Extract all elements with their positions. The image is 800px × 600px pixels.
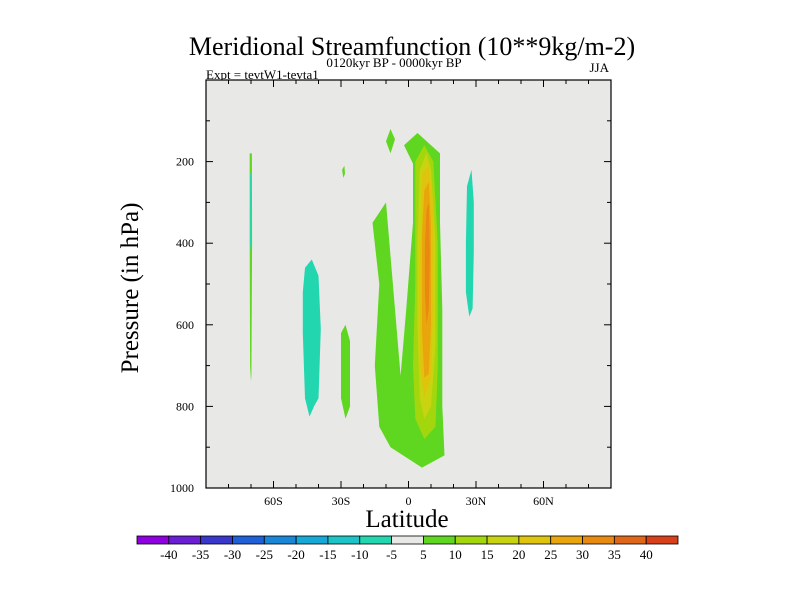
colorbar-swatch <box>168 535 202 545</box>
colorbar-swatch <box>486 535 520 545</box>
colorbar-label: -10 <box>351 547 368 562</box>
colorbar-label: -20 <box>287 547 304 562</box>
y-tick-label: 1000 <box>170 481 194 495</box>
contour-small-pos-upper <box>386 129 395 154</box>
contour-neg-strip-left <box>250 173 252 252</box>
x-tick-label: 60N <box>533 494 554 508</box>
colorbar-swatch <box>550 535 583 545</box>
colorbar-label: -30 <box>224 547 241 562</box>
contour-neg-band-25N <box>465 169 474 317</box>
x-tick-label: 30N <box>466 494 487 508</box>
colorbar-swatch <box>263 535 297 545</box>
colorbar: -40 -35 -30 -25 -20 -15 -10 -5 5 10 15 20 25 30 35 40 <box>136 535 679 562</box>
contour-small-pos-mid <box>341 324 350 419</box>
y-tick-label: 800 <box>176 399 194 413</box>
x-tick-label: 60S <box>264 494 283 508</box>
y-tick-label: 200 <box>176 155 194 169</box>
contour-small-pos-dot <box>342 165 345 178</box>
contour-cell-b-pos-30 <box>424 202 430 325</box>
colorbar-label: 15 <box>481 547 494 562</box>
colorbar-swatch <box>200 535 233 545</box>
colorbar-swatch <box>232 535 265 545</box>
axes-layer: 60S 30S 0 30N 60N 200 400 600 800 1000 <box>170 80 611 508</box>
colorbar-swatch <box>645 535 679 545</box>
chart-subtitle-left: Expt = tevtW1-tevta1 <box>206 67 319 82</box>
y-tick-label: 600 <box>176 318 194 332</box>
colorbar-swatch <box>582 535 615 545</box>
colorbar-label: 40 <box>640 547 653 562</box>
colorbar-label: -5 <box>386 547 397 562</box>
contour-neg-band-45S <box>302 259 321 417</box>
colorbar-label: 30 <box>576 547 589 562</box>
chart-title: Meridional Streamfunction (10**9kg/m-2) <box>189 32 635 61</box>
colorbar-label: 5 <box>420 547 427 562</box>
colorbar-label: 10 <box>449 547 462 562</box>
chart-subtitle-right: JJA <box>589 60 609 75</box>
colorbar-swatch <box>295 535 329 545</box>
x-axis-label: Latitude <box>365 506 448 533</box>
x-tick-label: 0 <box>406 494 412 508</box>
colorbar-swatch <box>423 535 456 545</box>
chart-subtitle-center: 0120kyr BP - 0000kyr BP <box>326 55 461 70</box>
y-tick-label: 400 <box>176 236 194 250</box>
colorbar-label: -25 <box>256 547 273 562</box>
colorbar-swatch <box>613 535 647 545</box>
colorbar-swatch <box>359 535 392 545</box>
colorbar-swatch <box>391 535 424 545</box>
x-tick-label: 30S <box>332 494 351 508</box>
colorbar-label: -40 <box>160 547 177 562</box>
colorbar-swatch <box>136 535 170 545</box>
contour-layer <box>249 129 474 468</box>
y-axis-label: Pressure (in hPa) <box>117 203 144 374</box>
colorbar-swatch <box>518 535 552 545</box>
colorbar-swatch <box>327 535 361 545</box>
colorbar-label: 20 <box>512 547 525 562</box>
colorbar-label: -15 <box>319 547 336 562</box>
colorbar-swatch <box>454 535 488 545</box>
colorbar-label: 35 <box>608 547 621 562</box>
colorbar-label: 25 <box>544 547 557 562</box>
colorbar-label: -35 <box>192 547 209 562</box>
